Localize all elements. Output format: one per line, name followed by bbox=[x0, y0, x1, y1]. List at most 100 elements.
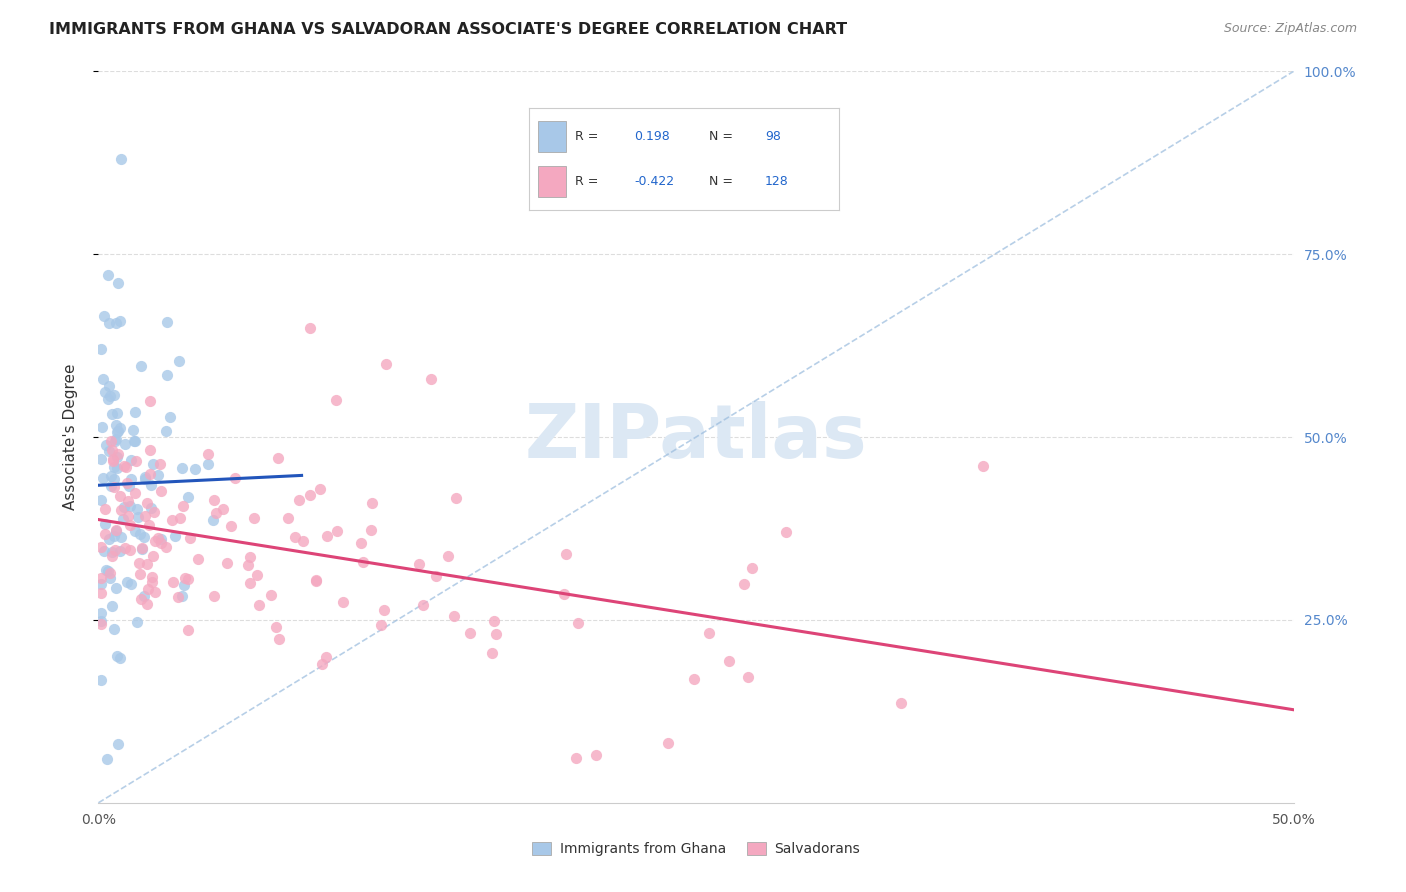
Point bbox=[124, 405, 146, 419]
Point bbox=[100, 407, 122, 421]
Point bbox=[120, 472, 142, 486]
Point bbox=[375, 357, 398, 371]
Point bbox=[108, 421, 131, 435]
Point bbox=[136, 582, 159, 597]
Point bbox=[127, 615, 149, 630]
Point bbox=[160, 512, 183, 526]
Point bbox=[315, 649, 337, 664]
Point bbox=[97, 564, 120, 578]
Point bbox=[108, 313, 131, 327]
Point bbox=[108, 489, 131, 503]
Point bbox=[114, 437, 136, 451]
Point bbox=[98, 379, 121, 393]
Point bbox=[148, 468, 170, 483]
Point bbox=[120, 517, 142, 532]
Point bbox=[104, 524, 127, 538]
Point bbox=[107, 424, 129, 438]
Point bbox=[120, 499, 142, 513]
Point bbox=[298, 321, 321, 335]
Point bbox=[148, 531, 170, 545]
Point bbox=[236, 558, 259, 573]
Point bbox=[425, 569, 447, 583]
Point bbox=[98, 532, 121, 546]
Point bbox=[141, 575, 163, 590]
Point bbox=[370, 617, 392, 632]
Point bbox=[90, 571, 112, 585]
Point bbox=[136, 496, 159, 510]
Point bbox=[107, 737, 129, 751]
Point bbox=[93, 527, 115, 541]
Point bbox=[103, 480, 125, 494]
Point bbox=[134, 508, 156, 523]
Point bbox=[97, 443, 120, 458]
Point bbox=[162, 575, 184, 590]
Point bbox=[155, 540, 177, 554]
Point bbox=[131, 541, 153, 555]
Point bbox=[91, 420, 114, 434]
Legend: Immigrants from Ghana, Salvadorans: Immigrants from Ghana, Salvadorans bbox=[526, 836, 866, 862]
Point bbox=[132, 530, 155, 544]
Point bbox=[129, 527, 152, 541]
Point bbox=[124, 434, 146, 448]
Point bbox=[134, 590, 156, 604]
Point bbox=[97, 268, 120, 283]
Point bbox=[239, 575, 262, 590]
Point bbox=[325, 524, 347, 538]
Point bbox=[90, 615, 112, 629]
Point bbox=[204, 506, 226, 520]
Point bbox=[202, 513, 225, 527]
Point bbox=[311, 657, 333, 672]
Point bbox=[90, 540, 112, 554]
Point bbox=[177, 623, 200, 637]
Point bbox=[105, 316, 128, 330]
Point bbox=[136, 597, 159, 611]
Point bbox=[775, 524, 797, 539]
Point bbox=[565, 751, 588, 765]
Point bbox=[100, 434, 122, 448]
Point bbox=[360, 523, 382, 537]
Point bbox=[115, 459, 138, 474]
Text: IMMIGRANTS FROM GHANA VS SALVADORAN ASSOCIATE'S DEGREE CORRELATION CHART: IMMIGRANTS FROM GHANA VS SALVADORAN ASSO… bbox=[49, 22, 848, 37]
Point bbox=[124, 486, 146, 500]
Point bbox=[141, 458, 163, 472]
Point bbox=[350, 536, 373, 550]
Point bbox=[179, 532, 201, 546]
Point bbox=[101, 545, 124, 559]
Point bbox=[94, 517, 117, 532]
Point bbox=[143, 505, 166, 519]
Point bbox=[165, 528, 187, 542]
Point bbox=[481, 646, 503, 660]
Point bbox=[118, 479, 141, 493]
Point bbox=[105, 581, 128, 595]
Point bbox=[585, 747, 607, 762]
Point bbox=[197, 457, 219, 471]
Point bbox=[167, 590, 190, 604]
Point bbox=[443, 609, 465, 624]
Point bbox=[305, 573, 328, 587]
Point bbox=[117, 575, 139, 590]
Point bbox=[155, 424, 177, 438]
Point bbox=[103, 452, 125, 467]
Point bbox=[90, 673, 112, 687]
Point bbox=[149, 484, 172, 499]
Point bbox=[101, 454, 124, 468]
Point bbox=[111, 512, 134, 526]
Point bbox=[110, 503, 132, 517]
Point bbox=[100, 469, 122, 483]
Point bbox=[697, 626, 720, 640]
Point bbox=[101, 549, 124, 564]
Point bbox=[114, 541, 136, 556]
Point bbox=[718, 654, 741, 668]
Point bbox=[90, 586, 112, 600]
Point bbox=[117, 508, 139, 523]
Point bbox=[90, 617, 112, 632]
Point bbox=[105, 450, 128, 464]
Point bbox=[284, 530, 307, 544]
Point bbox=[174, 570, 197, 584]
Point bbox=[156, 315, 179, 329]
Point bbox=[269, 632, 291, 647]
Point bbox=[733, 577, 755, 591]
Point bbox=[141, 478, 163, 492]
Point bbox=[120, 577, 142, 591]
Point bbox=[127, 510, 149, 524]
